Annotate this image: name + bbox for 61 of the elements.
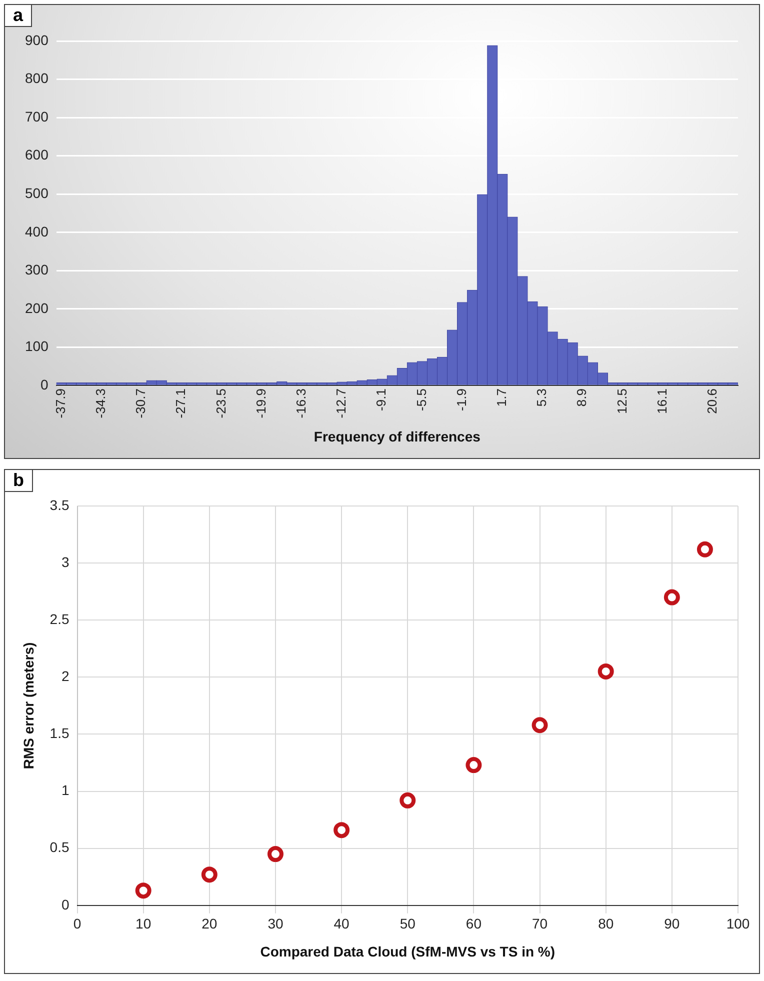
- x-tick-label: 16.1: [654, 388, 670, 414]
- point: [696, 541, 713, 558]
- point: [135, 882, 152, 899]
- x-tick-label: 50: [400, 916, 416, 932]
- x-tick-label: -34.3: [93, 388, 108, 418]
- x-tick-label: -23.5: [213, 388, 228, 418]
- y-tick-label: 1.5: [50, 725, 70, 742]
- x-tick-label: -5.5: [414, 388, 429, 411]
- point: [466, 757, 482, 774]
- point: [334, 822, 350, 838]
- x-tick-label: 20.6: [704, 388, 720, 414]
- x-axis-title: Frequency of differences: [314, 428, 481, 444]
- y-tick-label: 3.5: [50, 496, 70, 513]
- x-tick-label: 0: [73, 916, 82, 932]
- x-tick-label: 40: [334, 916, 350, 932]
- y-tick-label: 0: [40, 376, 49, 392]
- x-tick-label: -27.1: [173, 388, 188, 418]
- y-tick-label: 2.5: [50, 610, 70, 627]
- point: [598, 663, 614, 680]
- point: [400, 792, 416, 808]
- x-tick-label: 90: [664, 916, 680, 932]
- y-tick-label: 3: [61, 554, 70, 570]
- x-tick-label: -12.7: [334, 388, 349, 418]
- y-tick-label: 700: [25, 108, 49, 124]
- text: b: [5, 470, 33, 492]
- y-tick-label: 200: [25, 300, 49, 316]
- x-axis-title: Compared Data Cloud (SfM-MVS vs TS in %): [260, 943, 556, 960]
- y-tick-label: 0: [61, 896, 70, 912]
- point: [532, 717, 548, 734]
- y-tick-label: 800: [25, 70, 49, 86]
- x-tick-label: 30: [268, 916, 284, 932]
- x-tick-label: 20: [202, 916, 218, 932]
- text: a: [5, 5, 32, 27]
- x-tick-label: 1.7: [494, 388, 510, 407]
- x-tick-label: 10: [136, 916, 152, 932]
- y-tick-label: 100: [25, 338, 49, 354]
- point: [267, 846, 284, 862]
- y-tick-label: 2: [61, 668, 70, 684]
- y-tick-label: 1: [61, 782, 70, 798]
- y-tick-label: 500: [25, 185, 49, 201]
- y-tick-label: 300: [25, 262, 49, 278]
- x-tick-label: 70: [532, 916, 548, 932]
- y-tick-label: 900: [25, 32, 49, 48]
- x-tick-label: -9.1: [374, 388, 389, 411]
- y-tick-label: 0.5: [50, 839, 70, 856]
- x-tick-label: 8.9: [574, 388, 590, 407]
- y-tick-label: 600: [25, 146, 49, 163]
- x-tick-label: 80: [598, 916, 614, 932]
- x-tick-label: -16.3: [294, 388, 309, 418]
- x-tick-label: 12.5: [614, 388, 630, 414]
- x-tick-label: -30.7: [133, 388, 148, 418]
- x-tick-label: -19.9: [253, 388, 268, 418]
- y-axis-title: RMS error (meters): [20, 642, 36, 770]
- x-tick-label: -37.9: [52, 388, 68, 418]
- x-tick-label: 100: [726, 916, 750, 932]
- point: [201, 866, 218, 883]
- point: [664, 589, 680, 606]
- x-tick-label: 60: [466, 916, 482, 932]
- x-tick-label: 5.3: [534, 388, 550, 407]
- x-tick-label: -1.9: [454, 388, 469, 411]
- y-tick-label: 400: [25, 223, 49, 240]
